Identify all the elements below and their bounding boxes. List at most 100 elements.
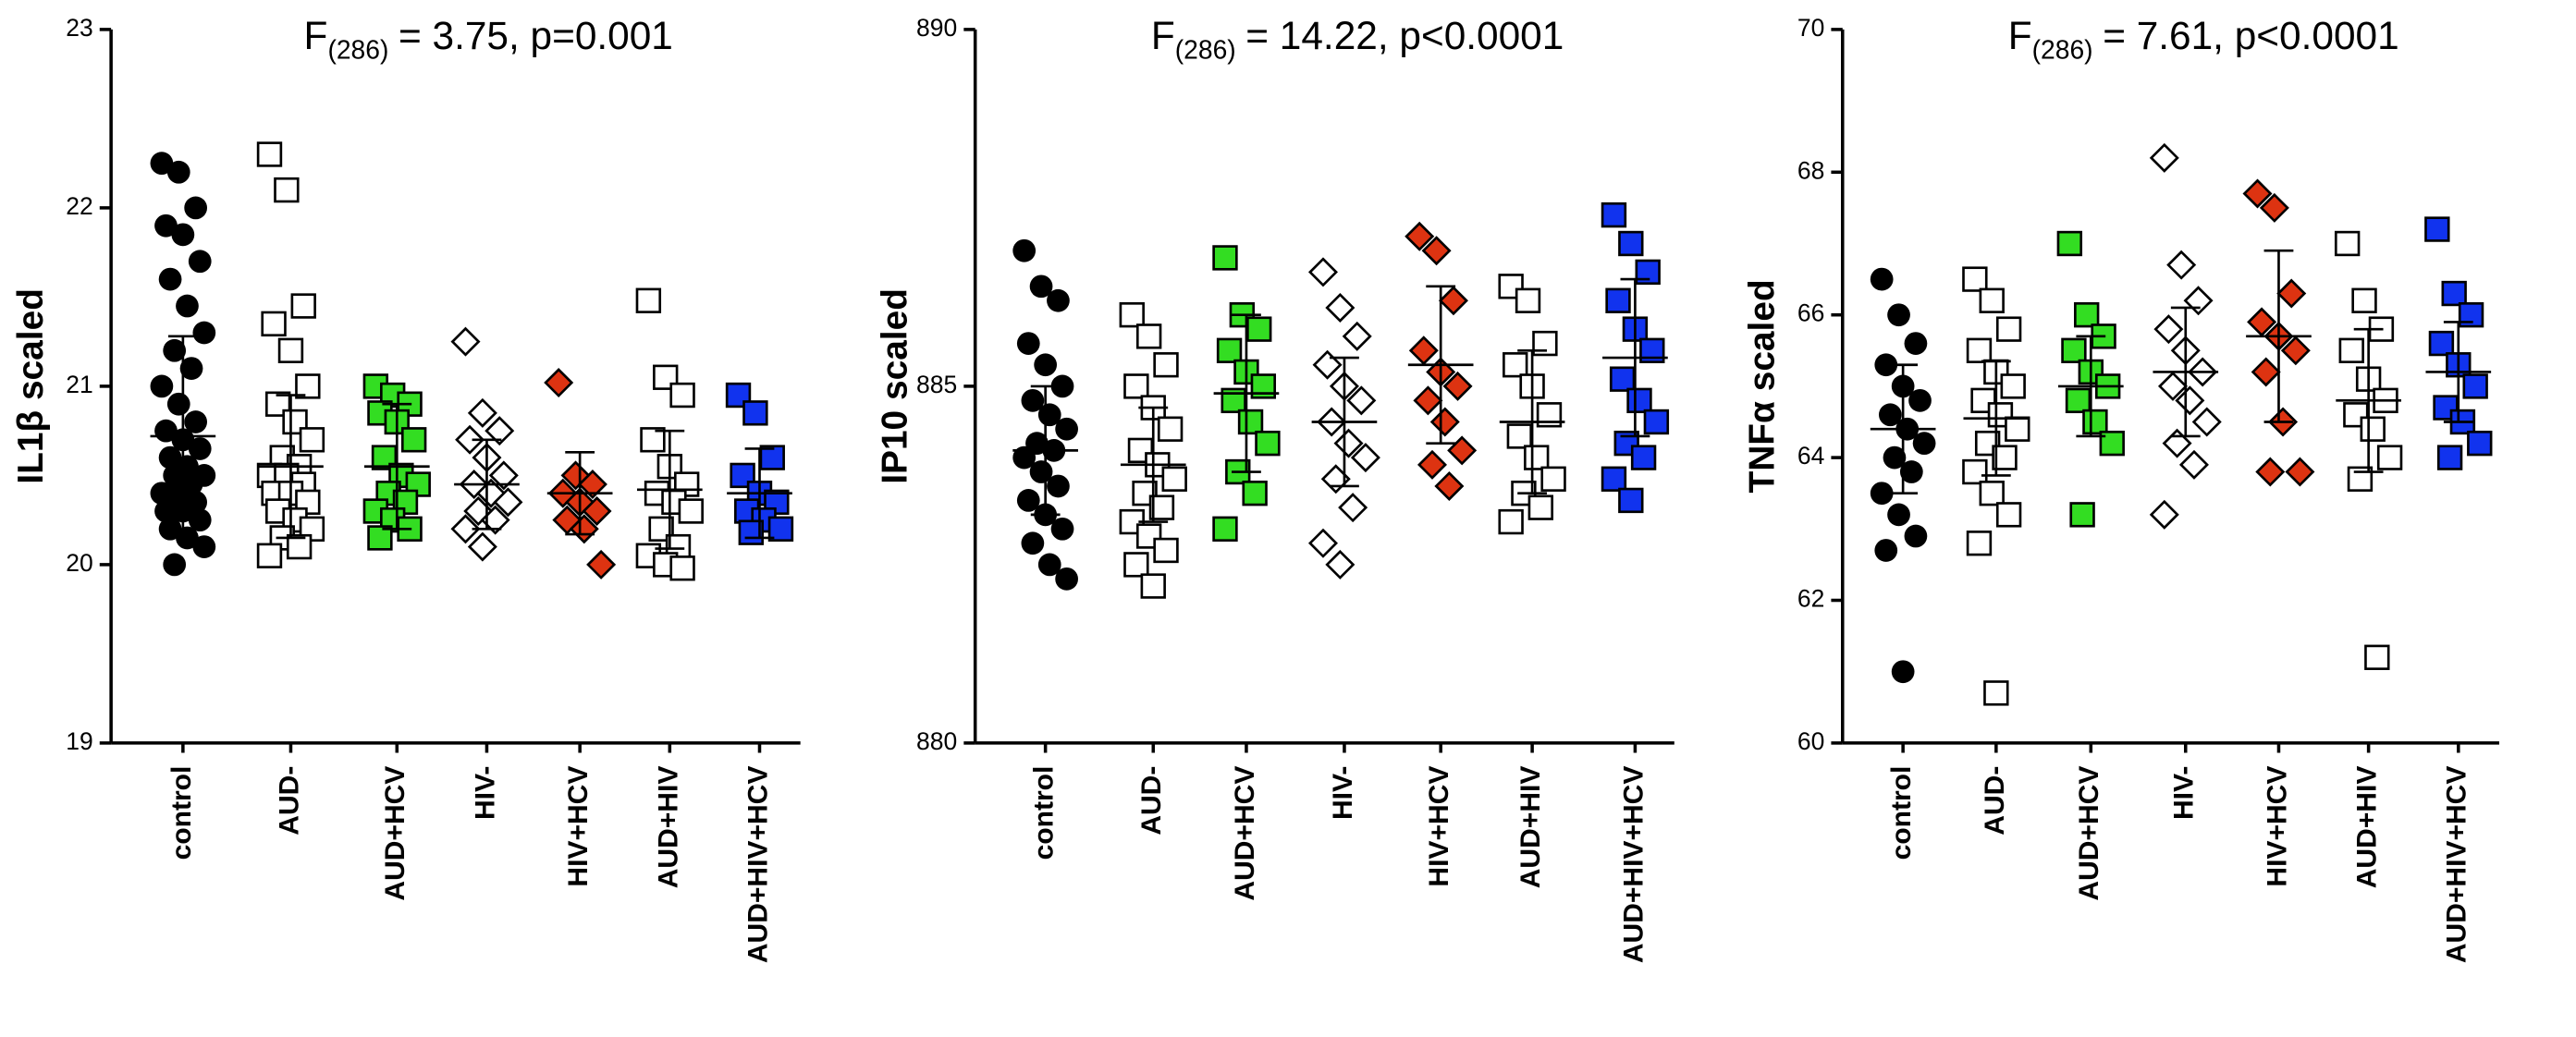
x-tick-label: HIV- xyxy=(470,766,500,820)
point xyxy=(2074,302,2100,328)
point xyxy=(1983,680,2009,706)
title-main: F xyxy=(304,14,328,57)
x-tick-label: HIV+HCV xyxy=(2262,766,2292,887)
y-axis-label: IP10 scaled xyxy=(875,288,914,484)
point xyxy=(1012,238,1037,262)
point xyxy=(1021,388,1045,412)
point xyxy=(1962,458,1988,485)
point xyxy=(2069,502,2095,528)
point xyxy=(1413,385,1443,416)
point xyxy=(1878,403,1902,427)
point xyxy=(256,141,283,167)
point xyxy=(1055,567,1078,591)
point xyxy=(1047,288,1070,312)
x-tick-label: control xyxy=(1886,766,1917,860)
point xyxy=(192,535,216,558)
point xyxy=(163,338,187,362)
point xyxy=(2360,416,2386,442)
x-tick-label: control xyxy=(166,766,197,860)
point xyxy=(163,464,187,487)
point xyxy=(1016,489,1040,512)
chart-title: F(286) = 7.61, p<0.0001 xyxy=(2008,14,2399,65)
point xyxy=(1966,531,1993,556)
point xyxy=(640,427,666,453)
point xyxy=(450,326,481,357)
point xyxy=(485,416,515,446)
point xyxy=(176,294,199,318)
point xyxy=(1434,470,1465,501)
point xyxy=(1618,487,1644,514)
point xyxy=(2462,373,2488,399)
point xyxy=(274,177,300,203)
point xyxy=(176,526,199,550)
panel: 60 62 64 66 68 70 TNFα scaled F(286) = 7.61, p<0… xyxy=(1743,14,2499,963)
x-tick-label: HIV+HCV xyxy=(1424,766,1454,887)
point xyxy=(261,311,287,337)
point xyxy=(188,250,212,274)
y-tick-label: 21 xyxy=(66,371,92,398)
point xyxy=(764,489,790,516)
point xyxy=(1626,387,1652,414)
point xyxy=(166,482,190,506)
y-tick-label: 885 xyxy=(916,371,957,398)
point xyxy=(1123,373,1149,399)
point xyxy=(171,223,195,247)
title-main: F xyxy=(1151,14,1175,57)
point xyxy=(1912,432,1936,456)
point xyxy=(1135,323,1162,349)
point xyxy=(669,555,695,581)
point xyxy=(1338,493,1368,523)
point xyxy=(2285,457,2315,487)
chart-title: F(286) = 14.22, p<0.0001 xyxy=(1151,14,1564,65)
point xyxy=(1029,460,1053,483)
point xyxy=(1119,302,1145,328)
point xyxy=(367,525,393,551)
point xyxy=(1995,316,2022,342)
point xyxy=(1527,494,1553,520)
point xyxy=(450,514,481,544)
point xyxy=(1904,332,1928,355)
point xyxy=(1021,531,1045,555)
x-tick-label: AUD+HIV xyxy=(1515,766,1546,889)
point xyxy=(577,470,607,500)
point xyxy=(1601,466,1627,492)
y-axis-label: TNFα scaled xyxy=(1743,279,1783,493)
point xyxy=(1034,353,1058,377)
point xyxy=(2259,192,2289,223)
point xyxy=(1307,528,1338,558)
point xyxy=(1524,445,1550,470)
point xyxy=(669,382,695,409)
point xyxy=(166,160,190,184)
point xyxy=(1421,236,1452,266)
point xyxy=(1447,435,1478,466)
y-tick-label: 22 xyxy=(66,192,92,220)
point xyxy=(2149,499,2179,530)
point xyxy=(2166,250,2197,280)
point xyxy=(158,445,182,470)
point xyxy=(2251,357,2281,387)
point xyxy=(455,424,485,455)
point xyxy=(1029,274,1053,299)
point xyxy=(674,471,700,497)
point xyxy=(1127,437,1154,464)
point xyxy=(184,410,208,433)
panel: 19 20 21 22 23 IL1β scaled F(286) = 3.75, p=0.0… xyxy=(11,14,801,963)
title-sub: (286) xyxy=(327,35,388,65)
point xyxy=(1405,221,1435,251)
y-tick-label: 64 xyxy=(1797,442,1824,470)
point xyxy=(2242,178,2273,209)
point xyxy=(1887,303,1910,327)
point xyxy=(1874,539,1898,562)
point xyxy=(1899,460,1923,483)
y-tick-label: 880 xyxy=(916,727,957,755)
y-tick-label: 20 xyxy=(66,549,92,577)
point xyxy=(1609,366,1636,392)
point xyxy=(742,400,768,426)
point xyxy=(154,214,178,238)
title-main: F xyxy=(2008,14,2032,57)
point xyxy=(1883,445,1907,470)
point xyxy=(150,152,174,176)
point xyxy=(1342,321,1372,351)
point xyxy=(150,482,174,506)
point xyxy=(582,495,612,527)
